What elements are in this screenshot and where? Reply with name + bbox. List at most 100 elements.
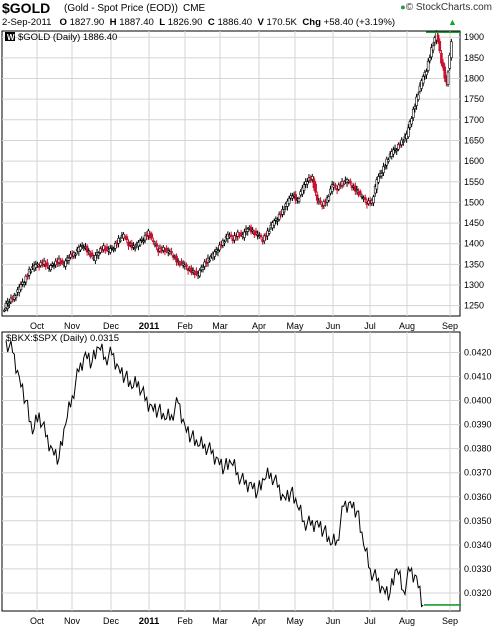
price-candle — [152, 240, 155, 242]
price-candle — [236, 231, 240, 237]
price-candle — [349, 180, 352, 184]
x-tick-label: Aug — [399, 321, 415, 331]
price-candle — [373, 186, 377, 194]
price-candle — [254, 230, 258, 234]
price-candle — [178, 263, 182, 266]
price-candle — [125, 236, 129, 241]
w-icon — [5, 32, 15, 41]
price-candle — [90, 252, 94, 256]
price-candle — [385, 158, 389, 166]
price-candle — [372, 196, 375, 204]
price-candle — [122, 233, 125, 239]
x-tick-label: Jun — [326, 616, 341, 626]
price-candle — [138, 240, 142, 246]
price-candle — [438, 41, 442, 52]
price-candle — [277, 214, 281, 220]
y-tick-label: 0.0380 — [464, 444, 492, 454]
price-candle — [410, 118, 413, 125]
price-candle — [251, 229, 254, 232]
price-candle — [421, 76, 425, 84]
x-tick-label: Jun — [326, 321, 341, 331]
price-candle — [420, 80, 423, 89]
price-candle — [102, 245, 105, 250]
price-candle — [355, 189, 359, 191]
chart-symbol: $GOLD — [2, 0, 51, 16]
y-tick-label: 1800 — [464, 74, 484, 84]
price-candle — [57, 258, 61, 263]
price-candle — [306, 181, 309, 185]
price-candle — [193, 272, 197, 276]
price-candle — [441, 62, 445, 68]
price-candle — [450, 41, 453, 59]
price-candle — [132, 245, 135, 248]
y-tick-label: 1900 — [464, 32, 484, 42]
price-candle — [201, 266, 205, 270]
price-candle — [342, 183, 346, 186]
price-candle — [29, 270, 33, 273]
price-candle — [382, 166, 385, 173]
price-candle — [42, 260, 46, 265]
y-tick-label: 0.0320 — [464, 588, 492, 598]
x-tick-label: Sep — [442, 616, 458, 626]
price-candle — [49, 265, 53, 271]
price-candle — [315, 194, 319, 201]
y-tick-label: 0.0360 — [464, 492, 492, 502]
price-candle — [310, 176, 314, 180]
price-candle — [79, 246, 82, 251]
bkx-spx-ratio-chart: 0.0320 0.0330 0.0340 0.0350 0.0360 0.0370 0.03… — [1, 331, 492, 627]
price-candle — [239, 232, 243, 235]
y-tick-label: 1850 — [464, 53, 484, 63]
price-candle — [143, 235, 147, 241]
price-candle — [46, 262, 49, 266]
price-candle — [406, 127, 410, 138]
price-candle — [377, 176, 380, 183]
price-candle — [256, 233, 259, 236]
price-candle — [259, 234, 263, 238]
y-tick-label: 1450 — [464, 218, 484, 228]
price-candle — [82, 247, 86, 250]
price-candle — [170, 251, 173, 254]
price-candle — [272, 220, 276, 226]
price-candle — [34, 264, 38, 268]
price-candle — [253, 232, 256, 236]
price-candle — [85, 245, 89, 253]
price-candle — [8, 302, 11, 305]
close-value: 1886.40 — [217, 17, 253, 28]
price-candle — [262, 235, 266, 242]
y-tick-label: 1750 — [464, 94, 484, 104]
price-candle — [274, 218, 278, 221]
price-candle — [195, 270, 198, 273]
y-tick-label: 0.0350 — [464, 516, 492, 526]
y-tick-label: 1550 — [464, 177, 484, 187]
price-candle — [393, 148, 397, 150]
price-candle — [440, 53, 443, 64]
y-tick-label: 1250 — [464, 301, 484, 311]
price-candle — [322, 201, 326, 207]
x-tick-label: Apr — [252, 321, 266, 331]
price-candle — [97, 252, 101, 256]
y-tick-label: 1300 — [464, 280, 484, 290]
price-candle — [428, 57, 432, 62]
price-candle — [166, 250, 170, 253]
quote-line: 2-Sep-2011 O 1827.90 H 1887.40 L 1826.90… — [2, 17, 395, 28]
price-candle — [64, 260, 67, 267]
price-candle — [395, 149, 399, 152]
x-tick-label: Feb — [177, 321, 193, 331]
x-tick-label: Dec — [103, 616, 120, 626]
price-candle — [52, 265, 56, 267]
price-candle — [104, 247, 107, 251]
price-candle — [363, 197, 367, 200]
price-candle — [142, 240, 145, 243]
x-tick-label: Mar — [212, 616, 228, 626]
x-tick-label: Oct — [30, 616, 45, 626]
change-up-icon: ▲ — [448, 17, 457, 27]
y-tick-label: 0.0390 — [464, 420, 492, 430]
price-candle — [24, 275, 28, 283]
price-candle — [392, 149, 395, 155]
price-candle — [340, 181, 344, 186]
price-candle — [282, 209, 286, 213]
price-candle — [118, 239, 122, 242]
price-candle — [133, 247, 137, 250]
brand-watermark: ●© StockCharts.com — [400, 2, 492, 13]
price-candle — [191, 270, 195, 273]
